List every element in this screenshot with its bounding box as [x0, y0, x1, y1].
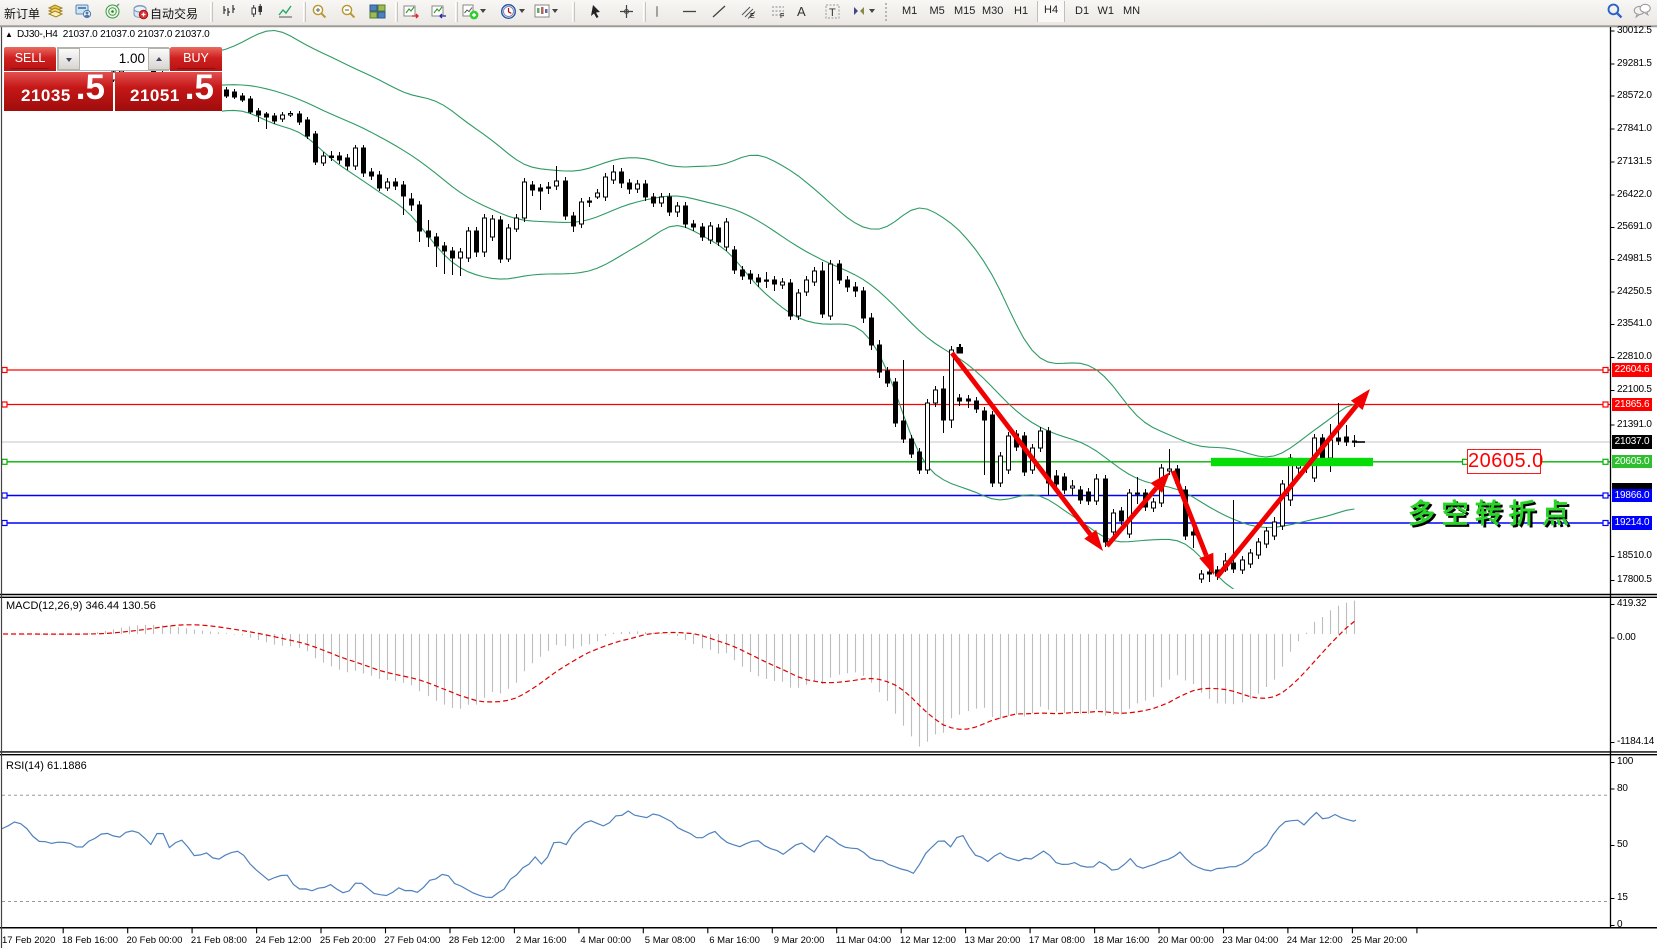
svg-text:E: E — [750, 13, 755, 20]
svg-text:T: T — [829, 7, 836, 19]
svg-text:F: F — [780, 13, 784, 20]
